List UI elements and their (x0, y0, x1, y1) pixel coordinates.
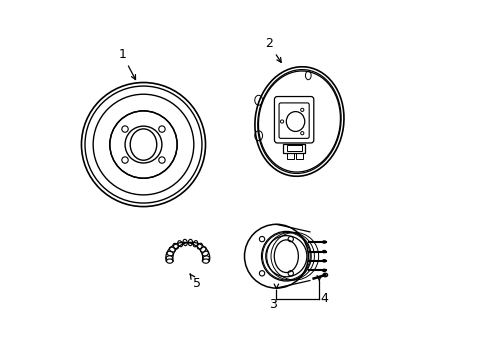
Ellipse shape (178, 241, 182, 247)
Text: 1: 1 (118, 48, 135, 80)
Ellipse shape (200, 247, 205, 252)
Ellipse shape (322, 269, 325, 272)
Ellipse shape (169, 247, 175, 252)
Ellipse shape (183, 239, 187, 246)
Text: 5: 5 (190, 274, 200, 290)
Ellipse shape (322, 260, 325, 262)
Ellipse shape (166, 259, 173, 263)
Ellipse shape (188, 239, 192, 246)
Ellipse shape (203, 256, 209, 260)
Ellipse shape (202, 259, 208, 263)
Ellipse shape (166, 251, 173, 256)
Ellipse shape (197, 243, 202, 249)
Ellipse shape (173, 243, 178, 249)
Ellipse shape (193, 240, 197, 247)
Ellipse shape (322, 250, 325, 253)
Ellipse shape (166, 256, 172, 260)
Ellipse shape (202, 251, 208, 256)
Ellipse shape (322, 241, 325, 243)
Text: 3: 3 (268, 298, 276, 311)
Text: 4: 4 (320, 292, 328, 305)
Ellipse shape (323, 273, 327, 277)
Text: 2: 2 (264, 37, 281, 62)
